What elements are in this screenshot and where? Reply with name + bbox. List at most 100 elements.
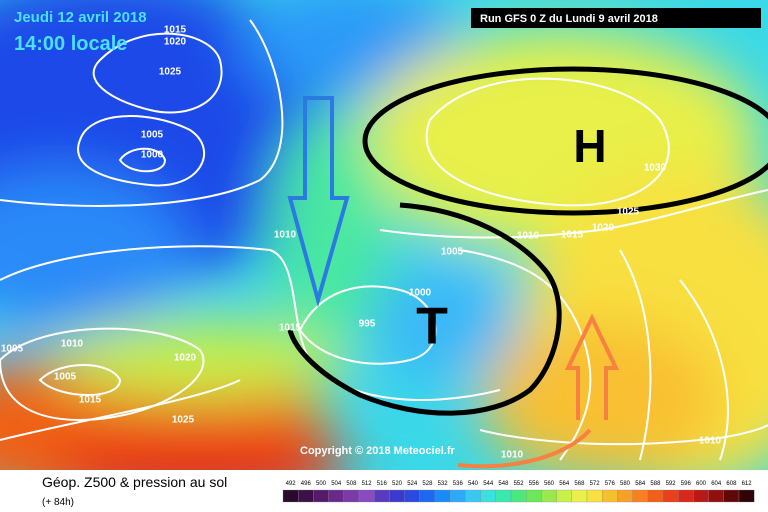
legend-swatch <box>374 489 390 503</box>
isobar-label: 1005 <box>54 372 77 383</box>
isobar-label: 1010 <box>517 231 540 242</box>
legend-swatch <box>693 489 709 503</box>
cold-air-arrow <box>287 96 350 308</box>
isobar-label: 1010 <box>61 339 84 350</box>
legend-label: 496 <box>301 481 312 487</box>
high-label: H <box>573 120 606 172</box>
time-label: 14:00 locale <box>14 33 127 55</box>
legend-swatch <box>617 489 633 503</box>
legend-swatch <box>389 489 405 503</box>
isobar-label: 1005 <box>141 130 164 141</box>
legend-swatch <box>434 489 451 503</box>
high-pressure-outline <box>362 66 768 216</box>
legend-swatch <box>708 489 724 503</box>
legend-label: 580 <box>620 481 631 487</box>
isobar-label: 1025 <box>159 67 182 78</box>
legend-swatch <box>343 489 360 503</box>
low-label: T <box>416 298 448 356</box>
warm-air-arrow <box>564 313 620 420</box>
legend-label: 536 <box>453 481 464 487</box>
legend-swatch <box>602 489 618 503</box>
legend-swatch <box>647 489 664 503</box>
legend-label: 528 <box>422 481 433 487</box>
legend-swatch <box>510 489 527 503</box>
isobar-label: 1020 <box>592 223 615 234</box>
legend-label: 588 <box>650 481 661 487</box>
isobar-label: 1010 <box>699 436 722 447</box>
legend-swatch <box>586 489 603 503</box>
legend-label: 564 <box>559 481 570 487</box>
legend-label: 576 <box>605 481 616 487</box>
legend-label: 584 <box>635 481 646 487</box>
low-pressure-outline <box>287 202 562 416</box>
legend-swatch <box>404 489 420 503</box>
legend-swatch <box>541 489 557 503</box>
legend-label: 552 <box>514 481 525 487</box>
legend-swatch <box>328 489 344 503</box>
black-lines <box>287 66 768 416</box>
legend-label: 508 <box>346 481 357 487</box>
legend-swatch <box>678 489 694 503</box>
legend-label: 500 <box>316 481 327 487</box>
isobar-label: 1015 <box>164 25 187 36</box>
legend-label: 512 <box>362 481 373 487</box>
isobar-label: 1005 <box>441 247 464 258</box>
isobar-label: 1025 <box>617 207 640 218</box>
legend-swatch <box>632 489 648 503</box>
isobar-label: 1000 <box>141 150 164 161</box>
legend-swatch <box>526 489 542 503</box>
legend-swatch <box>313 489 329 503</box>
legend-label: 520 <box>392 481 403 487</box>
legend-swatch <box>495 489 512 503</box>
isobar-label: 1020 <box>174 353 197 364</box>
footer-title: Géop. Z500 & pression au sol <box>42 474 227 490</box>
legend-swatch <box>662 489 679 503</box>
copyright: Copyright © 2018 Meteociel.fr <box>300 445 456 457</box>
isobars <box>0 19 768 461</box>
legend-label: 592 <box>666 481 677 487</box>
legend-label: 532 <box>438 481 449 487</box>
legend-label: 548 <box>498 481 509 487</box>
legend-label: 612 <box>742 481 753 487</box>
isobar-label: 1000 <box>409 288 432 299</box>
isobar-label: 1015 <box>79 395 102 406</box>
isobar-label: 1010 <box>501 450 524 461</box>
run-box <box>471 8 761 28</box>
legend-label: 492 <box>286 481 297 487</box>
warm-air-stroke <box>457 428 592 469</box>
legend-label: 544 <box>483 481 494 487</box>
run-label: Run GFS 0 Z du Lundi 9 avril 2018 <box>480 13 658 25</box>
legend-label: 604 <box>711 481 722 487</box>
legend-label: 560 <box>544 481 555 487</box>
legend-label: 524 <box>407 481 418 487</box>
legend-label: 608 <box>726 481 737 487</box>
isobar-label: 1025 <box>172 415 195 426</box>
isobar-label: 1005 <box>1 344 24 355</box>
legend-swatch <box>723 489 740 503</box>
legend-swatch <box>358 489 375 503</box>
legend-swatch <box>571 489 588 503</box>
legend-swatch <box>419 489 436 503</box>
legend-swatch <box>556 489 572 503</box>
legend-label: 568 <box>574 481 585 487</box>
isobar-label: 1015 <box>279 323 302 334</box>
legend-swatch <box>282 489 299 503</box>
legend-swatch <box>738 489 755 503</box>
legend-label: 596 <box>681 481 692 487</box>
legend-label: 600 <box>696 481 707 487</box>
legend-label: 540 <box>468 481 479 487</box>
legend-label: 504 <box>331 481 342 487</box>
isobar-label: 1020 <box>164 37 187 48</box>
isobar-label: 995 <box>359 319 376 330</box>
legend-label: 516 <box>377 481 388 487</box>
legend-swatch <box>480 489 496 503</box>
isobar-label: 1010 <box>274 230 297 241</box>
legend-label: 556 <box>529 481 540 487</box>
isobar-label: 1015 <box>561 230 584 241</box>
footer-lead: (+ 84h) <box>42 497 74 508</box>
legend-label: 572 <box>590 481 601 487</box>
isobar-label: 1030 <box>644 163 667 174</box>
legend-swatch <box>465 489 481 503</box>
